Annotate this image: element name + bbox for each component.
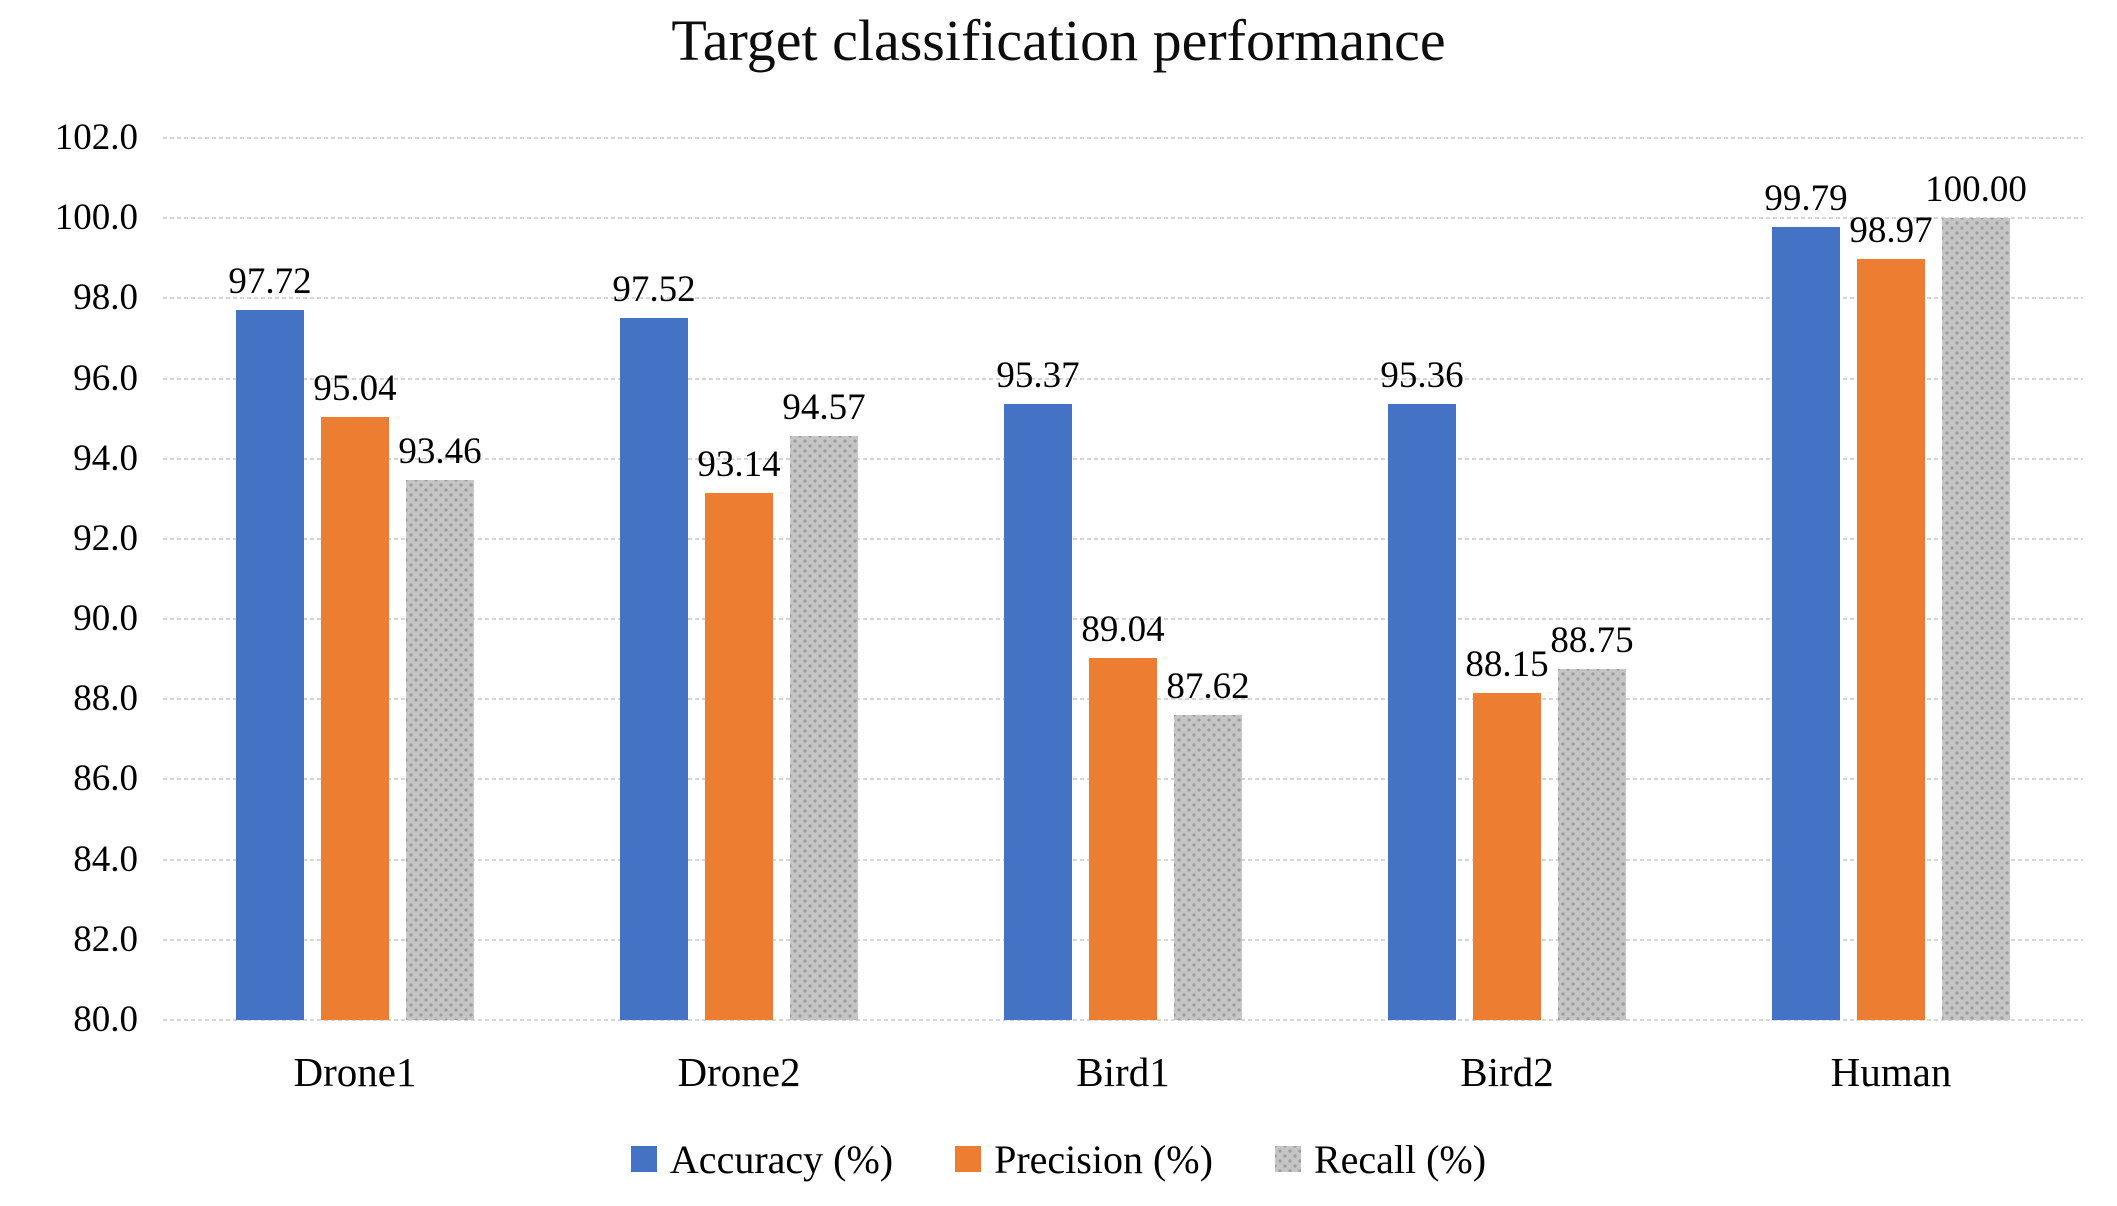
bar-precision-drone1: [321, 417, 389, 1020]
bar-value-label: 94.57: [782, 386, 866, 428]
legend-label: Precision (%): [994, 1136, 1213, 1182]
bar-recall-human: [1942, 218, 2010, 1020]
gridline: [163, 297, 2083, 300]
bar-accuracy-human: [1772, 226, 1840, 1020]
legend-label: Accuracy (%): [669, 1136, 894, 1182]
y-axis-tick-label: 90.0: [73, 598, 138, 640]
gridline: [163, 217, 2083, 220]
x-axis-category-label: Drone1: [293, 1049, 417, 1095]
bar-value-label: 99.79: [1764, 177, 1848, 219]
bar-precision-bird2: [1473, 693, 1541, 1020]
x-axis-category-label: Human: [1830, 1049, 1952, 1095]
bar-value-label: 88.75: [1550, 620, 1634, 662]
bar-value-label: 97.52: [612, 268, 696, 310]
bar-accuracy-bird1: [1004, 403, 1072, 1020]
bar-value-label: 88.15: [1465, 644, 1549, 686]
bar-precision-human: [1857, 259, 1925, 1020]
gridline: [163, 377, 2083, 380]
bar-value-label: 87.62: [1166, 665, 1250, 707]
bar-recall-drone2: [790, 435, 858, 1020]
bar-recall-drone1: [406, 480, 474, 1020]
y-axis-tick-label: 92.0: [73, 517, 138, 559]
legend-swatch-recall: [1274, 1146, 1301, 1172]
bar-value-label: 95.04: [313, 368, 397, 410]
legend-item-accuracy: Accuracy (%): [630, 1136, 894, 1183]
gridline: [163, 457, 2083, 460]
bar-value-label: 97.72: [228, 260, 312, 302]
y-axis-tick-label: 98.0: [73, 277, 138, 319]
legend-swatch-precision: [955, 1146, 982, 1172]
y-axis: 80.0 82.0 84.0 86.0 88.0 90.0 92.0 94.0 96.0 98.0…: [0, 0, 163, 1206]
y-axis-tick-label: 80.0: [73, 999, 138, 1040]
y-axis-tick-label: 100.0: [54, 197, 138, 239]
chart-title: Target classification performance: [671, 8, 1446, 73]
bar-accuracy-drone2: [620, 317, 688, 1020]
bar-value-label: 93.14: [697, 444, 781, 486]
gridline: [163, 137, 2083, 139]
bar-value-label: 93.46: [398, 431, 482, 473]
legend: Accuracy (%) Precision (%) Recall (%): [0, 1124, 2117, 1194]
bar-value-label: 95.36: [1380, 355, 1464, 397]
gridline: [163, 537, 2083, 540]
bar-accuracy-drone1: [236, 309, 304, 1020]
x-axis-category-label: Bird1: [1076, 1049, 1170, 1095]
legend-item-precision: Precision (%): [955, 1136, 1213, 1183]
y-axis-tick-label: 96.0: [73, 357, 138, 399]
bar-precision-bird1: [1089, 657, 1157, 1020]
legend-label: Recall (%): [1313, 1136, 1487, 1182]
gridline: [163, 1019, 2083, 1021]
bar-recall-bird2: [1558, 669, 1626, 1020]
y-axis-tick-label: 94.0: [73, 437, 138, 479]
bar-recall-bird1: [1174, 714, 1242, 1020]
gridline: [163, 618, 2083, 621]
plot-area: 97.72 97.52 95.37 95.36 99.79 95.04 93.14 89.04…: [163, 137, 2083, 1021]
legend-item-recall: Recall (%): [1274, 1136, 1487, 1183]
x-axis-category-label: Bird2: [1460, 1049, 1554, 1095]
bar-value-label: 98.97: [1849, 210, 1933, 252]
x-axis: Drone1 Drone2 Bird1 Bird2 Human: [0, 1048, 2117, 1108]
legend-swatch-accuracy: [630, 1146, 657, 1172]
y-axis-tick-label: 84.0: [73, 838, 138, 880]
bar-value-label: 100.00: [1925, 169, 2027, 211]
bar-precision-drone2: [705, 493, 773, 1020]
x-axis-category-label: Drone2: [677, 1049, 801, 1095]
y-axis-tick-label: 86.0: [73, 758, 138, 800]
y-axis-tick-label: 82.0: [73, 918, 138, 960]
y-axis-tick-label: 102.0: [54, 117, 138, 158]
bar-value-label: 95.37: [996, 354, 1080, 396]
y-axis-tick-label: 88.0: [73, 678, 138, 720]
bar-value-label: 89.04: [1081, 608, 1165, 650]
bar-accuracy-bird2: [1388, 404, 1456, 1020]
